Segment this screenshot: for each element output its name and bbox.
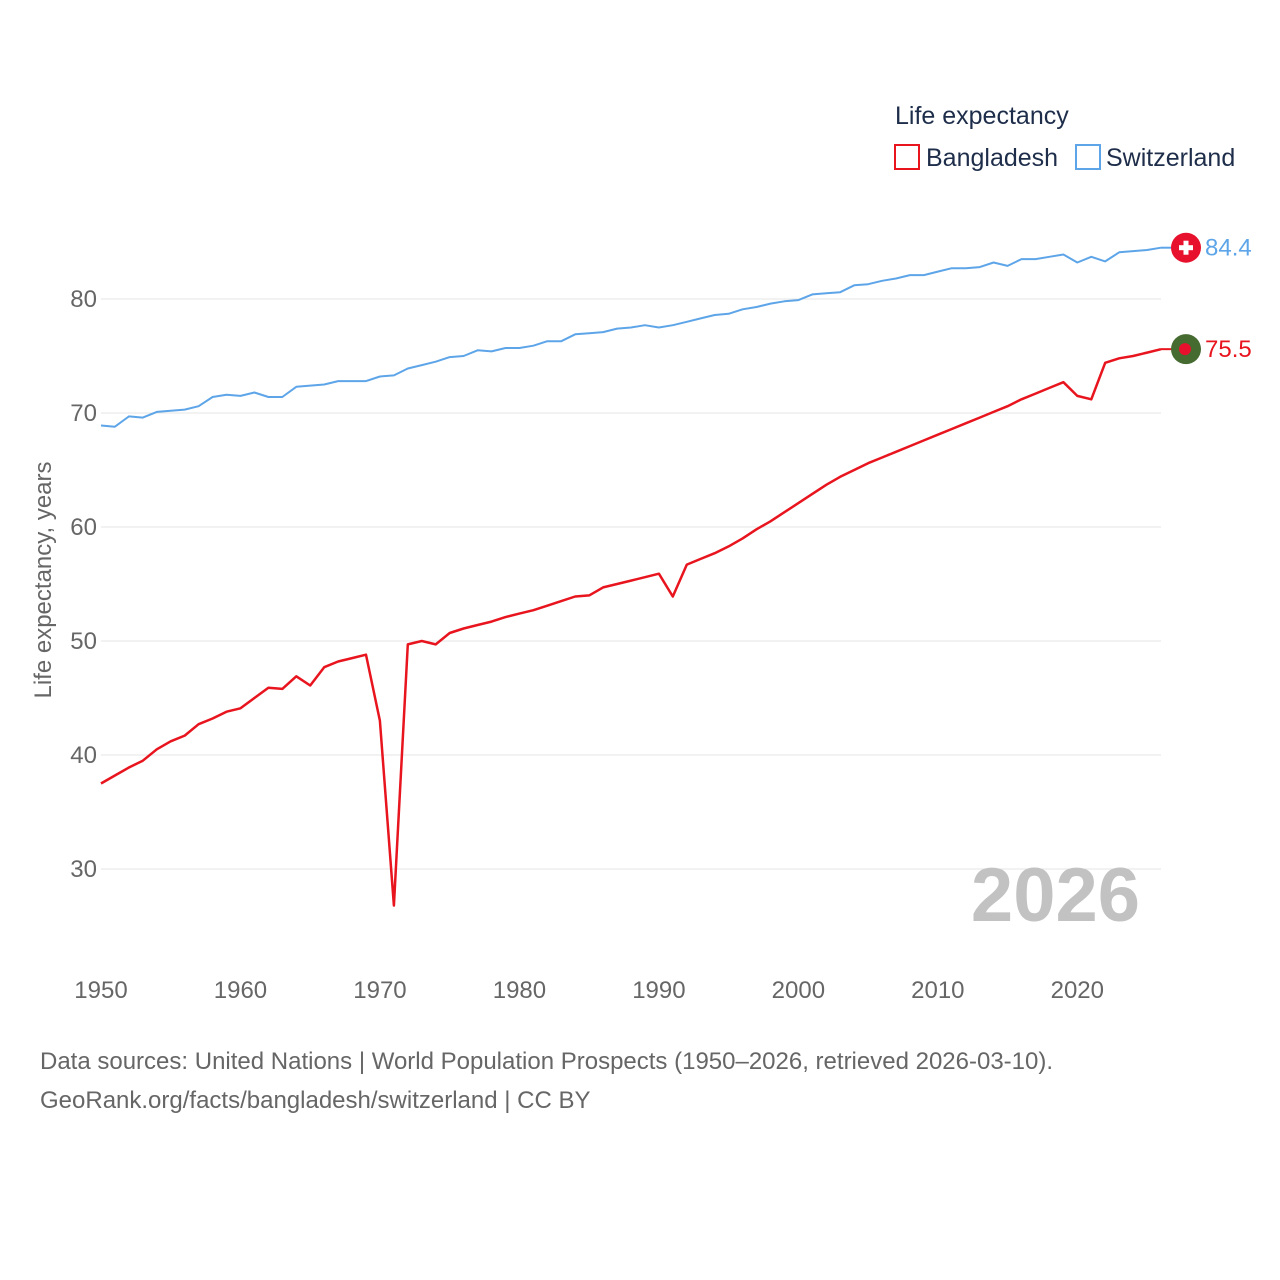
flag-icon-switzerland <box>1171 232 1201 263</box>
x-tick-label: 1980 <box>493 977 546 1004</box>
x-tick-label: 1990 <box>632 977 685 1004</box>
flag-icon-bangladesh <box>1171 334 1201 365</box>
y-tick-label: 60 <box>70 514 97 541</box>
legend-title: Life expectancy <box>895 102 1069 130</box>
legend-label-bangladesh: Bangladesh <box>926 144 1058 172</box>
data-sources: Data sources: United Nations | World Pop… <box>40 1042 1260 1120</box>
gridlines <box>101 298 1161 870</box>
flag-cross-v <box>1183 240 1189 255</box>
end-markers: 84.4 75.5 <box>1161 232 1252 365</box>
x-tick-label: 2000 <box>772 977 825 1004</box>
series-line-switzerland <box>100 246 1162 428</box>
y-tick-label: 80 <box>70 286 97 313</box>
sources-line-2: GeoRank.org/facts/bangladesh/switzerland… <box>40 1087 591 1114</box>
x-tick-label: 1960 <box>214 977 267 1004</box>
x-axis-ticks: 1950 1960 1970 1980 1990 2000 2010 2020 <box>74 977 1104 1004</box>
end-value-bangladesh: 75.5 <box>1205 336 1252 363</box>
series-lines <box>100 246 1162 907</box>
y-tick-label: 30 <box>70 856 97 883</box>
y-tick-label: 50 <box>70 628 97 655</box>
x-tick-label: 2020 <box>1051 977 1104 1004</box>
legend: Life expectancy Bangladesh Switzerland <box>894 102 1235 172</box>
legend-swatch-bangladesh <box>894 144 920 170</box>
legend-label-switzerland: Switzerland <box>1106 144 1235 172</box>
legend-swatch-switzerland <box>1075 144 1101 170</box>
y-tick-label: 70 <box>70 400 97 427</box>
y-axis-title: Life expectancy, years <box>30 461 57 698</box>
flag-disc <box>1179 343 1191 356</box>
series-line-bangladesh <box>100 347 1162 907</box>
x-tick-label: 1950 <box>74 977 127 1004</box>
x-tick-label: 2010 <box>911 977 964 1004</box>
y-axis-ticks: 30 40 50 60 70 80 <box>70 286 97 883</box>
current-year-watermark: 2026 <box>971 853 1140 938</box>
y-tick-label: 40 <box>70 742 97 769</box>
end-value-switzerland: 84.4 <box>1205 235 1252 262</box>
sources-line-1: Data sources: United Nations | World Pop… <box>40 1048 1054 1075</box>
x-tick-label: 1970 <box>353 977 406 1004</box>
